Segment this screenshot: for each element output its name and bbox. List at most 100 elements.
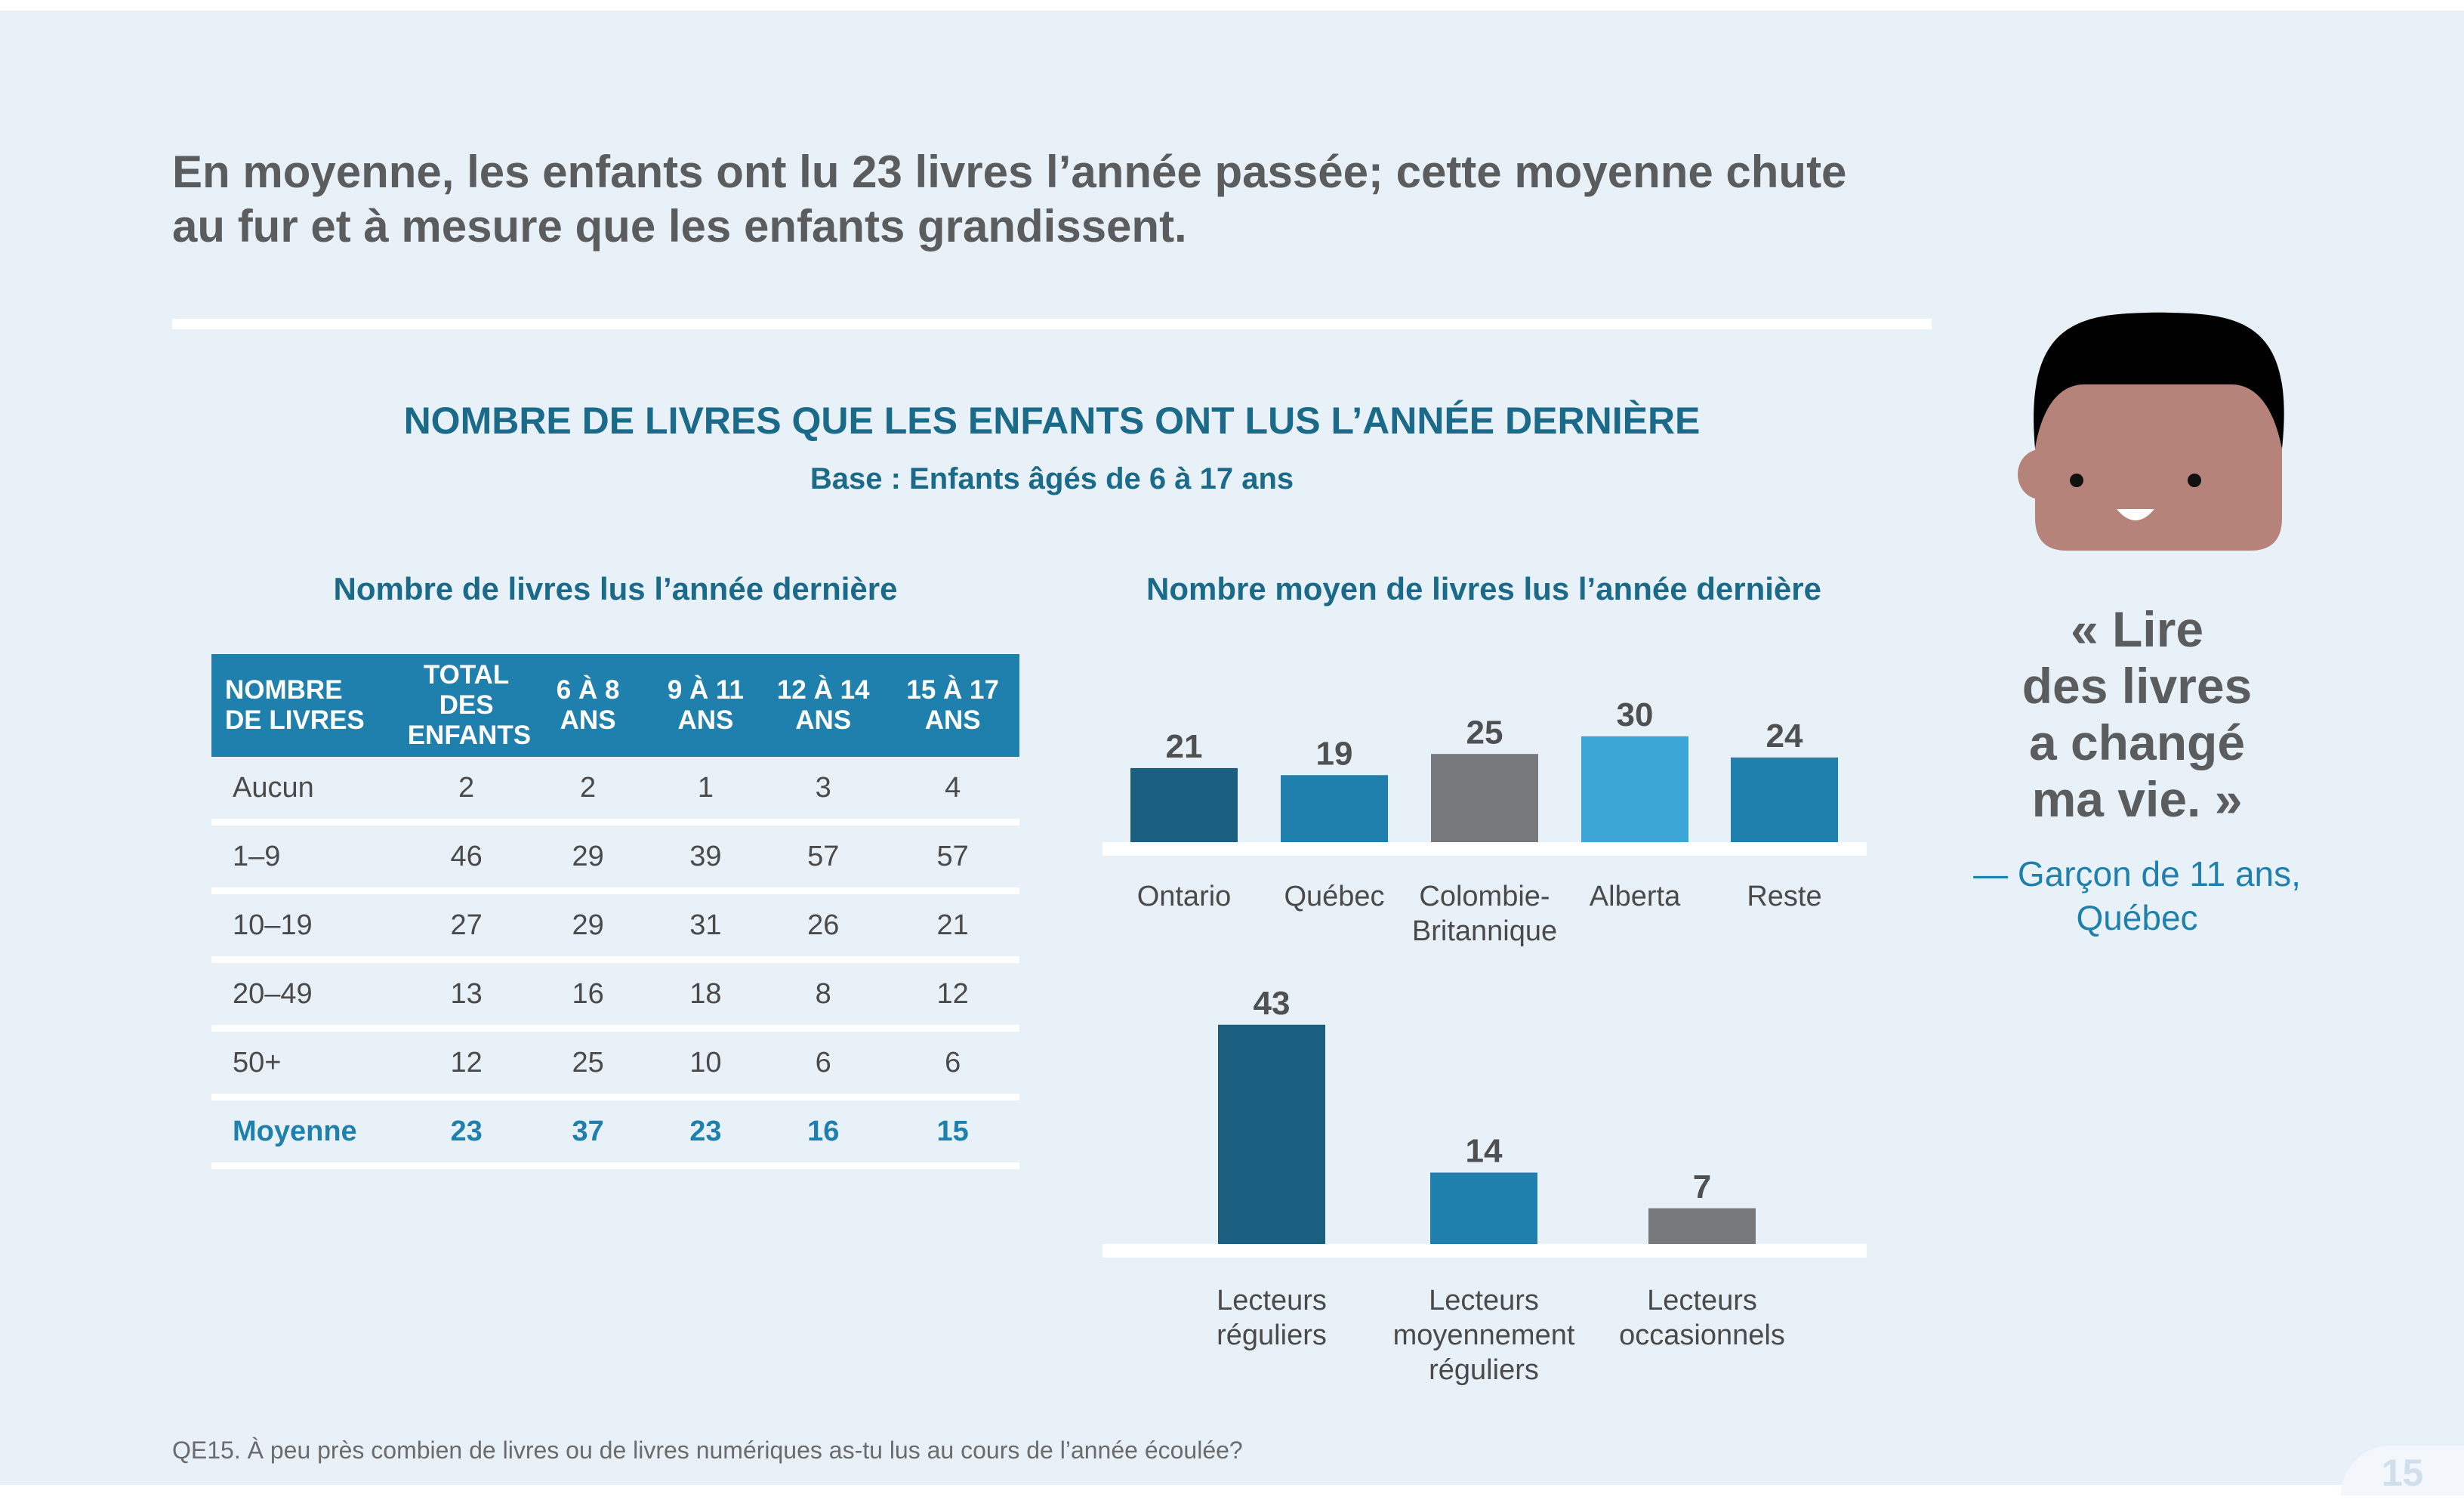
quote-line: des livres: [2021, 658, 2253, 714]
table-cell: 16: [760, 1097, 887, 1169]
table-cell: 23: [650, 1097, 761, 1169]
bar: [1430, 1172, 1537, 1244]
table-body: Aucun 2 2 1 3 4 1–9 46 29 39 57 57 10–19 27 29 31 26 21 20…: [211, 757, 1019, 1169]
category-label: Lecteurs: [1647, 1285, 1757, 1316]
data-label: 24: [1766, 718, 1803, 755]
table-column-header: TOTAL DES ENFANTS: [407, 654, 531, 757]
table-cell: 57: [886, 822, 1019, 894]
bar: [1218, 1024, 1325, 1244]
table-cell: 50+: [211, 1028, 408, 1100]
table-cell: 20–49: [211, 959, 408, 1032]
table-cell: 46: [407, 822, 526, 894]
table-cell: 6: [760, 1028, 887, 1100]
quote-line: ma vie. »: [2031, 771, 2243, 827]
data-label: 14: [1466, 1133, 1503, 1170]
table-cell: Aucun: [211, 757, 408, 826]
bar: [1431, 754, 1538, 842]
table-cell: 1–9: [211, 822, 408, 894]
table-cell: 8: [760, 959, 887, 1032]
category-label: réguliers: [1217, 1319, 1327, 1351]
bar: [1281, 775, 1388, 842]
table-cell: 18: [650, 959, 761, 1032]
table-cell: 37: [525, 1097, 651, 1169]
bar-charts: 21 Ontario 19 Québec 25 Colombie-Britannique 3…: [1102, 312, 2284, 1386]
table-cell: 31: [650, 890, 761, 963]
data-label: 19: [1316, 735, 1353, 772]
table-cell: Moyenne: [211, 1097, 408, 1169]
chart-title: NOMBRE DE LIVRES QUE LES ENFANTS ONT LUS…: [403, 400, 1701, 442]
table-cell: 12: [407, 1028, 526, 1100]
table-cell: 25: [525, 1028, 651, 1100]
table-row: 10–19 27 29 31 26 21: [211, 890, 1019, 963]
table-cell: 23: [407, 1097, 526, 1169]
bar-chart-title: Nombre moyen de livres lus l’année derni…: [1146, 571, 1821, 606]
table-header-row: NOMBRE DE LIVRES TOTAL DES ENFANTS 6 À 8 ANS 9 …: [211, 654, 1019, 757]
table-cell: 2: [525, 757, 651, 826]
table-cell: 15: [886, 1097, 1019, 1169]
data-label: 7: [1693, 1168, 1711, 1205]
table-cell: 3: [760, 757, 887, 826]
table-column-header: 9 À 11 ANS: [650, 654, 761, 757]
bar: [1130, 767, 1238, 842]
table-row: 50+ 12 25 10 6 6: [211, 1028, 1019, 1100]
category-label: Ontario: [1137, 881, 1232, 912]
table-cell: 12: [886, 959, 1019, 1032]
bar: [1731, 757, 1838, 842]
table-cell: 39: [650, 822, 761, 894]
quote-line: a changé: [2028, 715, 2246, 770]
page-headline: En moyenne, les enfants ont lu 23 livres…: [172, 147, 1847, 252]
table-cell: 27: [407, 890, 526, 963]
attribution-line: — Garçon de 11 ans,: [1973, 854, 2301, 894]
category-label: moyennement: [1393, 1319, 1575, 1351]
table-cell: 21: [886, 890, 1019, 963]
data-label: 21: [1166, 728, 1203, 765]
table-cell: 10–19: [211, 890, 408, 963]
category-label: Lecteurs: [1429, 1285, 1539, 1316]
category-label: Alberta: [1590, 881, 1681, 912]
category-label: Lecteurs: [1217, 1285, 1327, 1316]
category-label: Colombie-: [1419, 881, 1550, 912]
region-bar-chart: 21 Ontario 19 Québec 25 Colombie-Britannique 3…: [1102, 696, 1867, 947]
chart-base-note: Base : Enfants âgés de 6 à 17 ans: [810, 462, 1294, 495]
table-cell: 4: [886, 757, 1019, 826]
table-cell: 2: [407, 757, 526, 826]
table-cell: 57: [760, 822, 887, 894]
table-row: 20–49 13 16 18 8 12: [211, 959, 1019, 1032]
chart-baseline: [1102, 842, 1867, 856]
table-cell: 1: [650, 757, 761, 826]
report-page: En moyenne, les enfants ont lu 23 livres…: [0, 11, 2464, 1495]
category-label: Québec: [1284, 881, 1384, 912]
category-label: occasionnels: [1619, 1319, 1785, 1351]
reader-type-bar-chart: 43Lecteursréguliers14Lecteursmoyennement…: [1102, 985, 1867, 1386]
divider: [172, 319, 1932, 329]
category-label: Britannique: [1412, 915, 1557, 947]
attribution-line: Québec: [2076, 898, 2198, 937]
table-title: Nombre de livres lus l’année dernière: [333, 571, 898, 606]
page-number: 15: [2341, 1446, 2464, 1495]
quote-attribution: — Garçon de 11 ans, Québec: [1933, 852, 2341, 940]
data-label: 25: [1466, 714, 1503, 751]
quote-text: « Lire des livres a changé ma vie. »: [1933, 601, 2341, 828]
table-row: 1–9 46 29 39 57 57: [211, 822, 1019, 894]
category-label: réguliers: [1429, 1354, 1539, 1386]
table-column-header: 15 À 17 ANS: [886, 654, 1019, 757]
data-label: 43: [1254, 985, 1291, 1022]
chart-baseline: [1102, 1244, 1867, 1258]
bar: [1581, 736, 1688, 842]
table-cell: 26: [760, 890, 887, 963]
data-label: 30: [1617, 696, 1654, 733]
table-row: Moyenne 23 37 23 16 15: [211, 1097, 1019, 1169]
bar: [1648, 1208, 1756, 1244]
table-row: Aucun 2 2 1 3 4: [211, 757, 1019, 826]
boy-face-icon: [2018, 312, 2284, 551]
quote-line: « Lire: [2070, 601, 2204, 657]
table-cell: 16: [525, 959, 651, 1032]
table-cell: 29: [525, 890, 651, 963]
category-label: Reste: [1747, 881, 1821, 912]
table-cell: 29: [525, 822, 651, 894]
table-cell: 6: [886, 1028, 1019, 1100]
table-cell: 10: [650, 1028, 761, 1100]
footnote: QE15. À peu près combien de livres ou de…: [172, 1437, 1243, 1464]
table-column-header: 12 À 14 ANS: [760, 654, 887, 757]
books-read-table: NOMBRE DE LIVRES TOTAL DES ENFANTS 6 À 8 ANS 9 …: [211, 654, 1019, 1169]
